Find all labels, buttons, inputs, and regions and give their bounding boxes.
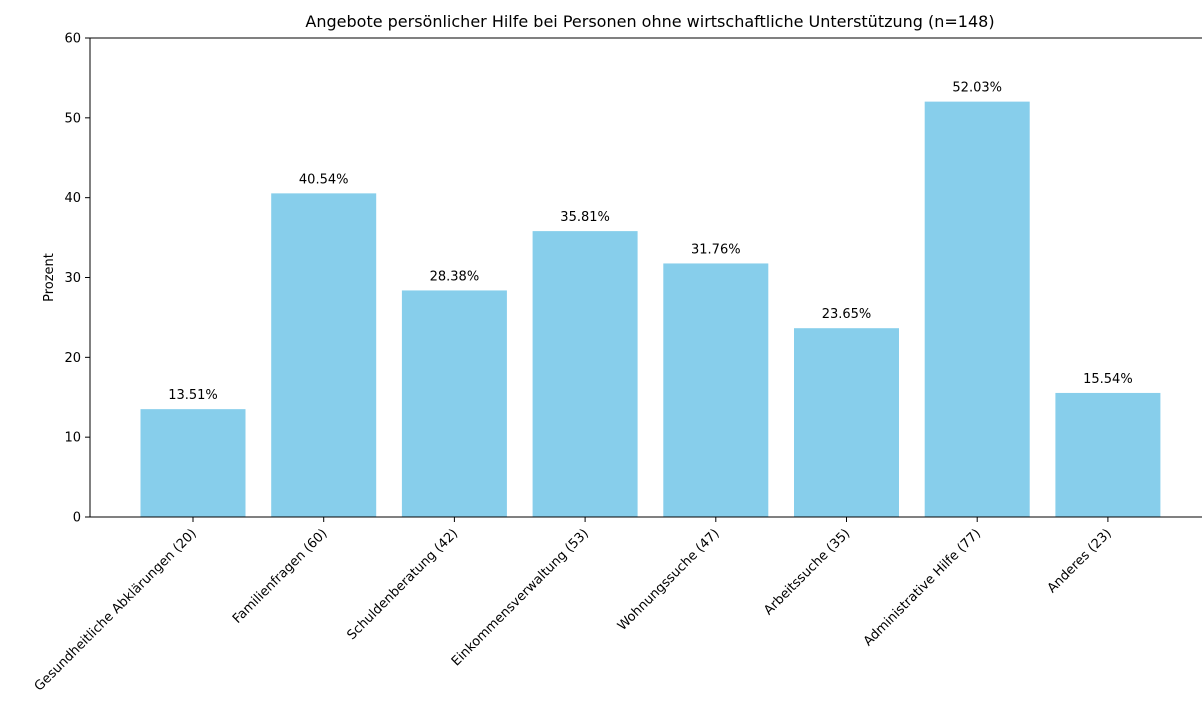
x-tick-label: Anderes (23) [1045, 526, 1115, 596]
data-label: 40.54% [299, 172, 349, 187]
bar [663, 263, 769, 517]
y-tick-label: 20 [64, 351, 81, 366]
x-tick-label: Schuldenberatung (42) [344, 526, 461, 643]
bar [532, 231, 638, 518]
bar [271, 193, 377, 518]
data-label: 28.38% [430, 269, 480, 284]
bars [140, 101, 1161, 518]
data-label: 15.54% [1083, 372, 1133, 387]
x-tick-label: Einkommensverwaltung (53) [449, 526, 592, 669]
x-tick-label: Familienfragen (60) [230, 526, 331, 627]
y-tick-label: 10 [64, 431, 81, 446]
y-tick-label: 50 [64, 111, 81, 126]
y-tick-label: 40 [64, 191, 81, 206]
y-axis-ticks: 0 10 20 30 40 50 60 [64, 32, 90, 526]
bar [1055, 392, 1161, 517]
y-axis-label: Prozent [42, 253, 57, 302]
chart-title: Angebote persönlicher Hilfe bei Personen… [305, 12, 994, 31]
data-label: 13.51% [168, 388, 218, 403]
bar [794, 328, 899, 517]
y-tick-label: 30 [64, 271, 81, 286]
bar [924, 101, 1030, 517]
y-tick-label: 60 [64, 32, 81, 47]
bar [140, 409, 246, 517]
x-tick-label: Administrative Hilfe (77) [861, 526, 984, 649]
data-labels: 13.51% 40.54% 28.38% 35.81% 31.76% 23.65% 52.0… [168, 81, 1132, 404]
axes [89, 37, 1202, 518]
bar [401, 290, 507, 517]
data-label: 52.03% [952, 81, 1002, 96]
data-label: 35.81% [560, 210, 610, 225]
x-axis-ticks: Gesundheitliche Abklärungen (20) Familien… [32, 517, 1115, 694]
x-tick-label: Wohnungssuche (47) [615, 526, 723, 634]
y-tick-label: 0 [73, 511, 81, 526]
data-label: 31.76% [691, 242, 741, 257]
x-tick-label: Gesundheitliche Abklärungen (20) [32, 526, 200, 694]
data-label: 23.65% [822, 307, 872, 322]
x-tick-label: Arbeitssuche (35) [761, 526, 853, 618]
